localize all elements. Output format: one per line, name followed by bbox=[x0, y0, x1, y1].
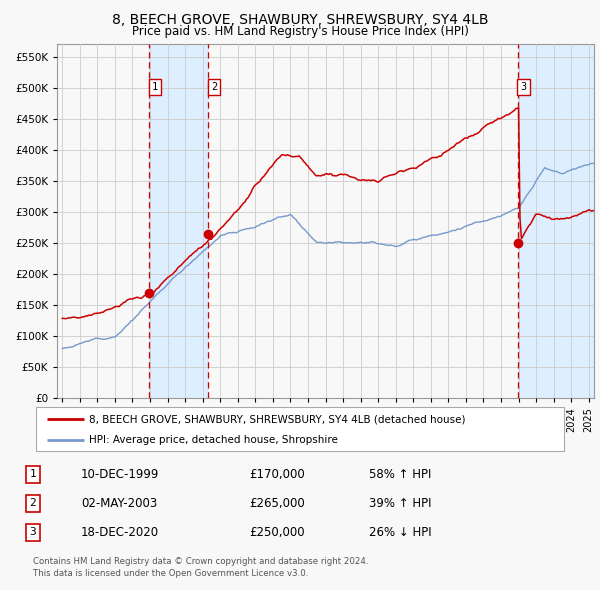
FancyBboxPatch shape bbox=[36, 407, 564, 451]
Text: 2: 2 bbox=[211, 82, 217, 91]
Bar bbox=[518, 44, 594, 398]
Text: 8, BEECH GROVE, SHAWBURY, SHREWSBURY, SY4 4LB (detached house): 8, BEECH GROVE, SHAWBURY, SHREWSBURY, SY… bbox=[89, 415, 466, 424]
Text: 1: 1 bbox=[29, 470, 37, 479]
Bar bbox=[149, 44, 208, 398]
Text: 58% ↑ HPI: 58% ↑ HPI bbox=[369, 468, 431, 481]
Text: £170,000: £170,000 bbox=[249, 468, 305, 481]
Text: Contains HM Land Registry data © Crown copyright and database right 2024.: Contains HM Land Registry data © Crown c… bbox=[33, 558, 368, 566]
Text: This data is licensed under the Open Government Licence v3.0.: This data is licensed under the Open Gov… bbox=[33, 569, 308, 578]
Text: 26% ↓ HPI: 26% ↓ HPI bbox=[369, 526, 431, 539]
Text: Price paid vs. HM Land Registry's House Price Index (HPI): Price paid vs. HM Land Registry's House … bbox=[131, 25, 469, 38]
Text: 18-DEC-2020: 18-DEC-2020 bbox=[81, 526, 159, 539]
Text: 3: 3 bbox=[520, 82, 527, 91]
Text: 2: 2 bbox=[29, 499, 37, 508]
Text: 1: 1 bbox=[152, 82, 158, 91]
Text: £250,000: £250,000 bbox=[249, 526, 305, 539]
Text: 10-DEC-1999: 10-DEC-1999 bbox=[81, 468, 160, 481]
Text: HPI: Average price, detached house, Shropshire: HPI: Average price, detached house, Shro… bbox=[89, 435, 338, 445]
Text: £265,000: £265,000 bbox=[249, 497, 305, 510]
Text: 39% ↑ HPI: 39% ↑ HPI bbox=[369, 497, 431, 510]
Text: 3: 3 bbox=[29, 527, 37, 537]
Text: 8, BEECH GROVE, SHAWBURY, SHREWSBURY, SY4 4LB: 8, BEECH GROVE, SHAWBURY, SHREWSBURY, SY… bbox=[112, 13, 488, 27]
Text: 02-MAY-2003: 02-MAY-2003 bbox=[81, 497, 157, 510]
